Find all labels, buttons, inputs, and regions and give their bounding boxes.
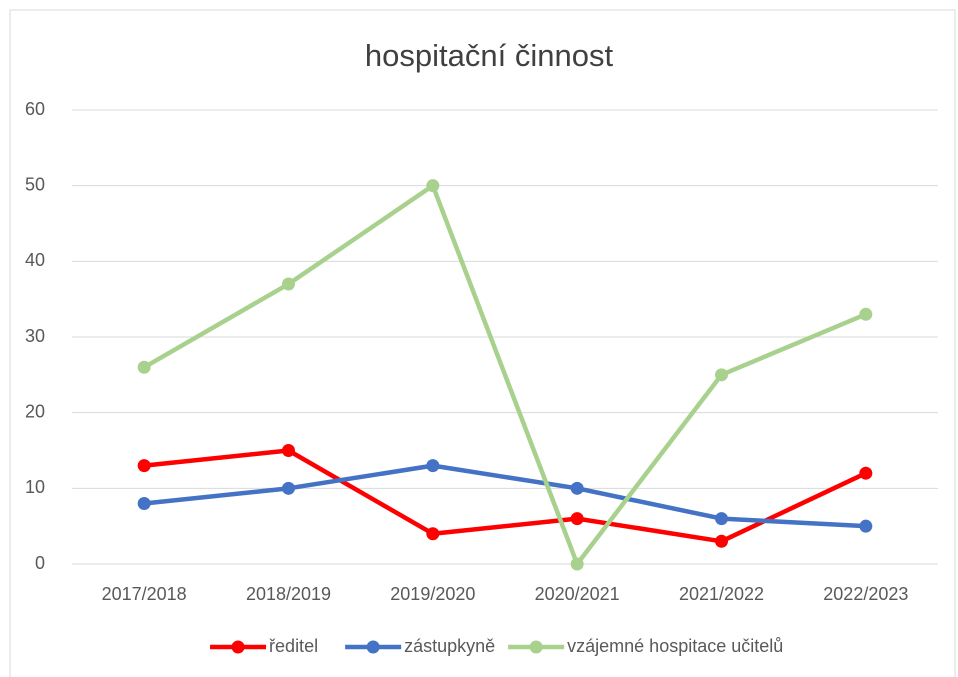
legend-label: vzájemné hospitace učitelů bbox=[567, 636, 783, 656]
data-point bbox=[859, 519, 873, 533]
chart-title: hospitační činnost bbox=[365, 38, 614, 73]
y-tick-label: 40 bbox=[25, 250, 45, 270]
y-tick-label: 10 bbox=[25, 477, 45, 497]
data-point bbox=[715, 368, 728, 382]
data-point bbox=[570, 481, 584, 495]
legend-label: zástupkyně bbox=[404, 636, 495, 656]
data-point bbox=[715, 534, 728, 548]
data-point bbox=[137, 496, 151, 510]
data-point bbox=[715, 512, 728, 526]
legend-marker bbox=[529, 640, 543, 654]
x-tick-label: 2021/2022 bbox=[679, 584, 764, 604]
legend-marker bbox=[231, 640, 245, 654]
x-tick-label: 2017/2018 bbox=[102, 584, 187, 604]
y-tick-label: 50 bbox=[25, 174, 45, 194]
x-tick-label: 2018/2019 bbox=[246, 584, 331, 604]
legend-marker bbox=[366, 640, 380, 654]
x-tick-label: 2019/2020 bbox=[390, 584, 475, 604]
data-point bbox=[282, 444, 295, 457]
data-point bbox=[282, 277, 295, 291]
data-point bbox=[859, 307, 873, 321]
y-tick-label: 20 bbox=[25, 401, 45, 421]
data-point bbox=[137, 360, 151, 374]
data-point bbox=[426, 459, 440, 473]
data-point bbox=[426, 527, 440, 541]
data-point bbox=[282, 481, 295, 495]
data-point bbox=[570, 557, 584, 571]
data-point bbox=[570, 512, 584, 526]
y-tick-label: 30 bbox=[25, 326, 45, 346]
x-tick-label: 2022/2023 bbox=[823, 584, 908, 604]
data-point bbox=[137, 459, 151, 473]
legend-label: ředitel bbox=[269, 636, 318, 656]
series-line bbox=[141, 448, 869, 544]
series-line bbox=[141, 463, 869, 529]
y-tick-label: 60 bbox=[25, 99, 45, 119]
data-point bbox=[426, 179, 440, 193]
data-point bbox=[859, 466, 873, 480]
y-tick-label: 0 bbox=[35, 553, 45, 573]
x-tick-label: 2020/2021 bbox=[535, 584, 620, 604]
series-line bbox=[141, 183, 869, 567]
